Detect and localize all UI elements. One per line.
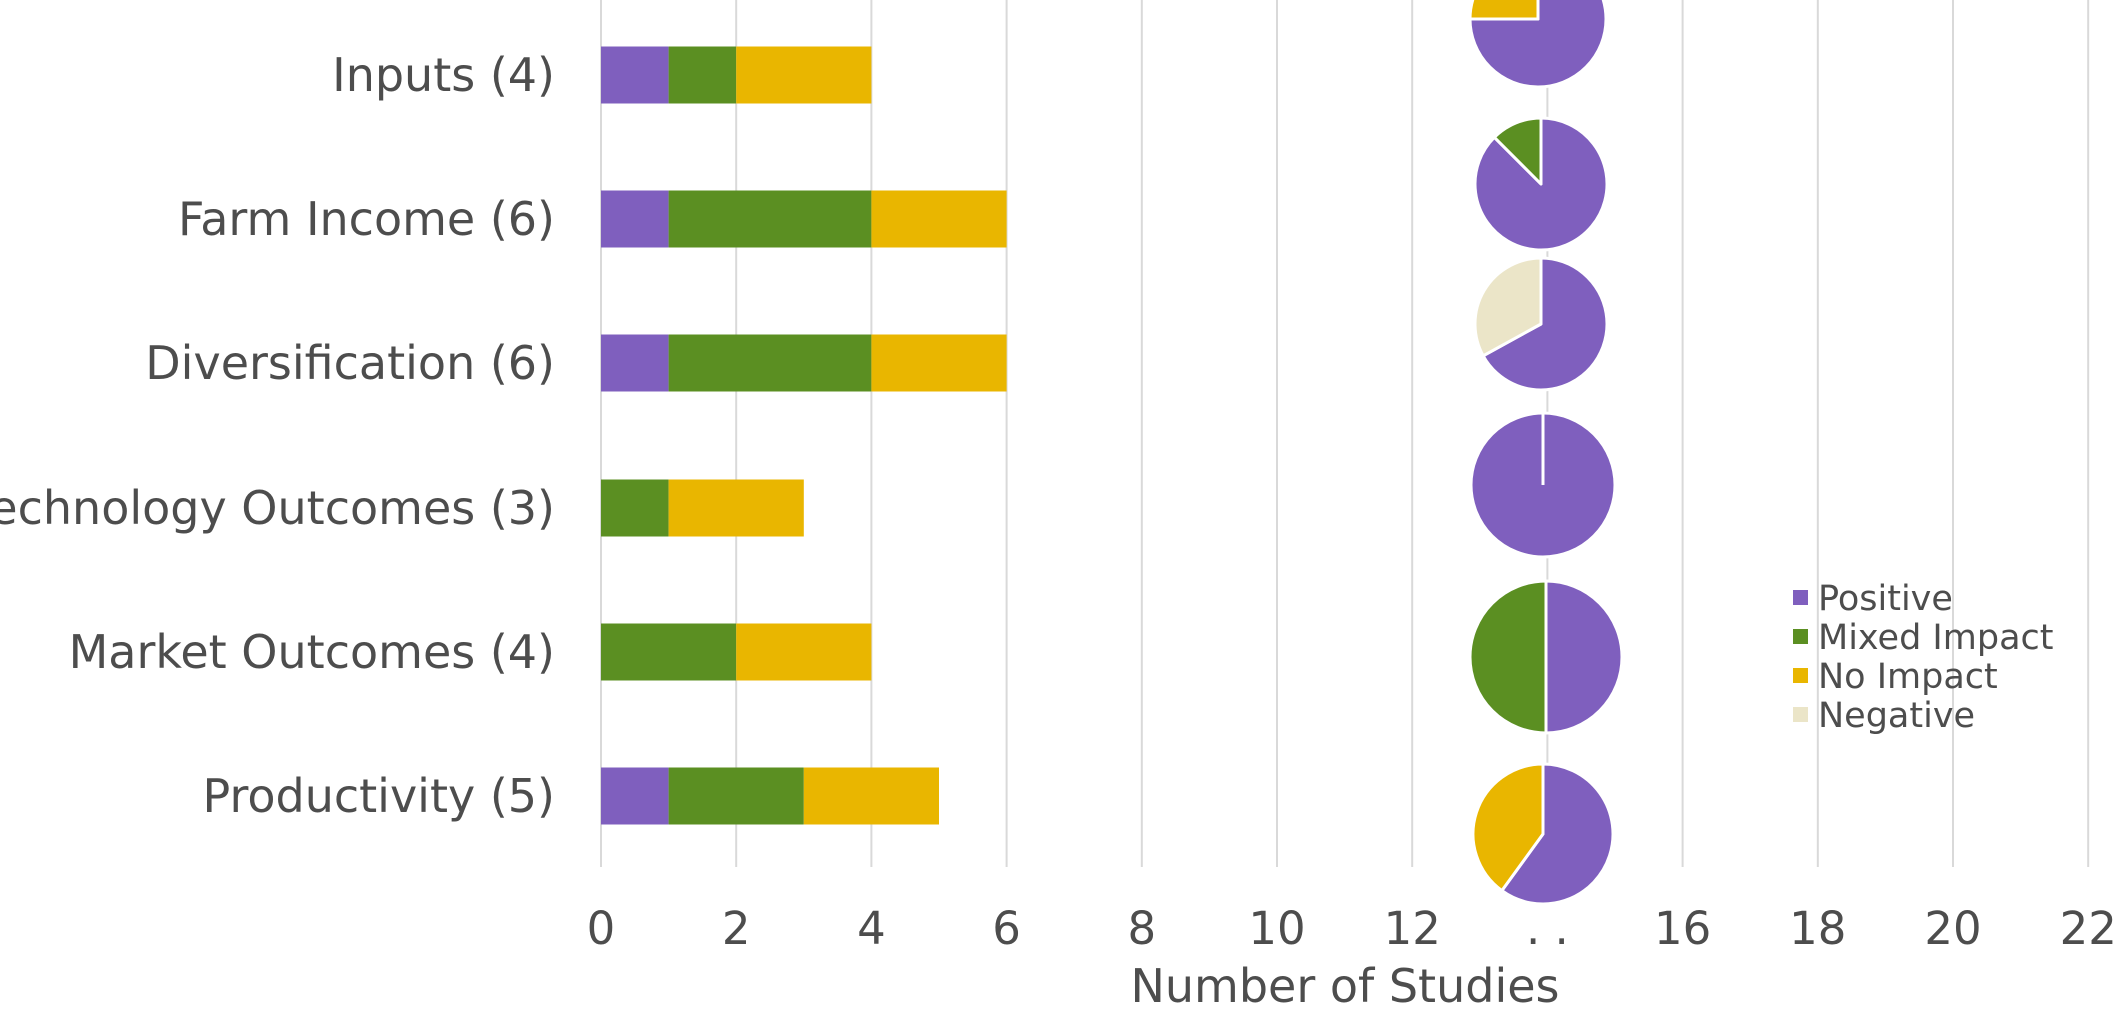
legend-label-negative: Negative (1818, 696, 1975, 736)
bar-mixed-impact (668, 46, 737, 104)
bar-mixed-impact (601, 623, 737, 681)
category-label: Technology Outcomes (3) (0, 481, 555, 535)
legend-swatch-mixed-impact (1793, 629, 1808, 644)
legend-swatch-positive (1793, 590, 1808, 605)
bar-positive (601, 767, 669, 825)
x-axis-title: Number of Studies (1130, 959, 1559, 1012)
x-tick-label: 8 (1127, 902, 1156, 955)
category-label: Diversification (6) (145, 336, 555, 390)
pie-slice-mixed-impact (1492, 116, 1543, 186)
pie-slice-positive (1481, 256, 1609, 392)
bar-no-impact (871, 334, 1007, 392)
pie-slice-positive (1468, 0, 1608, 89)
category-label: Productivity (5) (203, 769, 555, 823)
pie-market-outcomes-4 (1468, 579, 1624, 735)
bar-positive (601, 334, 669, 392)
bar-segments (601, 46, 1007, 825)
x-tick-label: 4 (857, 902, 886, 955)
legend-label-mixed-impact: Mixed Impact (1818, 618, 2053, 658)
legend-swatch-no-impact (1793, 668, 1808, 683)
x-tick-label: 20 (1924, 902, 1981, 955)
x-tick-label: 10 (1248, 902, 1305, 955)
bar-mixed-impact (668, 190, 872, 248)
bar-no-impact (803, 767, 939, 825)
pie-slice-positive (1500, 762, 1615, 906)
legend-label-positive: Positive (1818, 579, 1953, 619)
x-tick-label: 12 (1384, 902, 1441, 955)
pie-productivity-5 (1471, 762, 1615, 906)
pie-slice-positive (1544, 579, 1624, 735)
x-tick-label: 18 (1789, 902, 1846, 955)
category-label: Market Outcomes (4) (69, 625, 555, 679)
x-tick-label: 6 (992, 902, 1021, 955)
pie-slice-mixed-impact (1468, 579, 1548, 735)
bar-no-impact (736, 46, 872, 104)
category-labels: Inputs (4) Farm Income (6) Diversification… (0, 48, 555, 823)
legend-label-no-impact: No Impact (1818, 657, 1998, 697)
x-tick-label: 0 (587, 902, 616, 955)
pie-farm-income-6 (1473, 116, 1609, 252)
category-label: Farm Income (6) (178, 192, 555, 246)
x-tick-label: . . (1526, 902, 1569, 955)
x-tick-label: 16 (1654, 902, 1711, 955)
bar-mixed-impact (601, 479, 669, 537)
bar-no-impact (668, 479, 804, 537)
bar-mixed-impact (668, 334, 872, 392)
bar-mixed-impact (668, 767, 804, 825)
pie-diversification-6 (1473, 256, 1609, 392)
bar-no-impact (871, 190, 1007, 248)
x-axis-tick-labels: 0 2 4 6 8 10 12 . . 16 18 20 22 (587, 902, 2117, 955)
pie-charts (1468, 0, 1624, 906)
pie-slice-no-impact (1468, 0, 1540, 21)
pie-technology-outcomes-3 (1469, 411, 1617, 559)
legend-swatch-negative (1793, 707, 1808, 722)
pie-slice-no-impact (1471, 762, 1545, 893)
x-tick-label: 22 (2060, 902, 2117, 955)
bar-positive (601, 46, 669, 104)
category-label: Inputs (4) (332, 48, 555, 102)
bar-positive (601, 190, 669, 248)
x-tick-label: 2 (722, 902, 751, 955)
pie-slice-negative (1473, 256, 1543, 358)
vertical-gridlines (600, 0, 2090, 867)
bar-no-impact (736, 623, 872, 681)
pie-inputs-4 (1468, 0, 1608, 89)
